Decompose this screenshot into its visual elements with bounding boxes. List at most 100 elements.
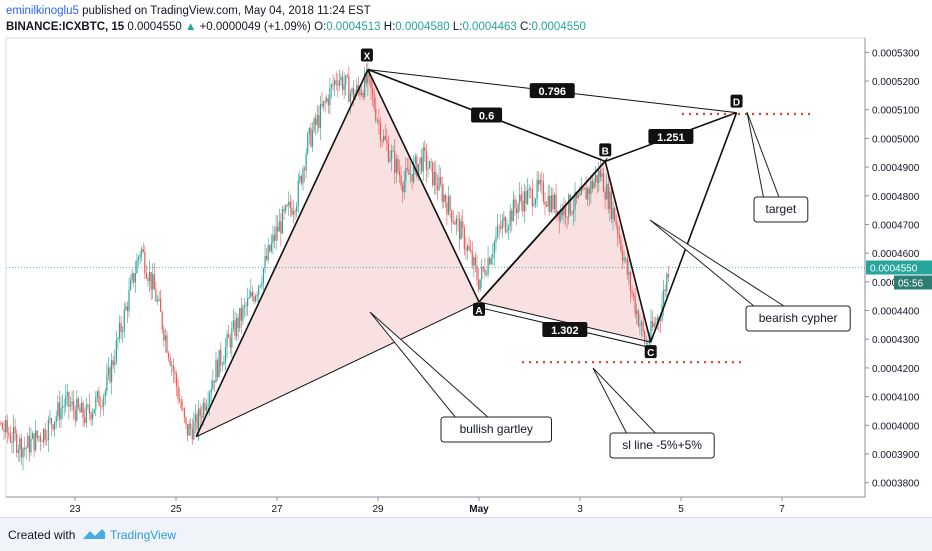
candle-body (485, 274, 488, 276)
x-tick-label: May (469, 504, 489, 515)
candle-body (93, 409, 95, 414)
candle-body (54, 421, 56, 430)
candle-body (47, 420, 49, 441)
leg-xa (367, 69, 480, 303)
last-price-tag-text: 0.0004550 (870, 264, 918, 275)
candle-body (156, 300, 159, 302)
candle-body (292, 211, 295, 215)
candle-body (98, 391, 100, 406)
candle-body (560, 209, 562, 221)
candle-body (300, 175, 303, 184)
candle-body (340, 76, 342, 81)
candle-body (315, 118, 317, 125)
candle-body (389, 159, 391, 162)
candle-body (454, 222, 456, 225)
candle-body (160, 298, 162, 312)
candle-body (653, 323, 655, 328)
candle-body (288, 201, 290, 206)
ratio-label: 1.251 (657, 132, 685, 144)
candle-body (555, 194, 557, 215)
candle-body (359, 89, 361, 96)
candle-body (198, 408, 200, 430)
candle-body (25, 447, 27, 450)
candle-body (80, 402, 83, 413)
candle-body (492, 254, 494, 259)
candle-body (527, 190, 529, 204)
tradingview-brand-link[interactable]: TradingView (110, 528, 177, 542)
candle-body (77, 398, 79, 408)
candle-body (259, 285, 261, 287)
candle-body (441, 184, 443, 202)
point-label-x: X (364, 52, 371, 63)
candle-body (496, 226, 499, 237)
candle-body (595, 175, 597, 182)
candle-body (411, 174, 413, 182)
candle-body (0, 422, 2, 424)
candle-body (65, 395, 67, 406)
candle-body (316, 115, 318, 125)
candle-body (384, 135, 386, 140)
chart-header: eminilkinoglu5 published on TradingView.… (6, 3, 586, 35)
candle-body (201, 416, 203, 418)
candle-body (107, 367, 110, 376)
publish-line: eminilkinoglu5 published on TradingView.… (6, 3, 586, 19)
candle-body (303, 168, 306, 171)
candle-body (506, 229, 508, 232)
point-label-d: D (733, 98, 740, 109)
x-tick-label: 29 (372, 504, 384, 515)
x-tick-label: 7 (779, 504, 785, 515)
leg-ab (478, 160, 606, 303)
candle-body (19, 438, 21, 450)
candle-body (209, 393, 211, 404)
ratio-label: 1.302 (551, 325, 579, 337)
candle-body (128, 289, 130, 312)
candle-body (6, 419, 8, 433)
candle-body (273, 234, 276, 241)
candle-body (42, 428, 45, 443)
author-link[interactable]: eminilkinoglu5 (6, 5, 79, 17)
candle-body (476, 265, 478, 280)
candle-body (651, 320, 654, 328)
candle-body (561, 209, 563, 216)
candle-body (90, 413, 92, 420)
candle-body (1, 423, 4, 430)
candle-body (501, 220, 503, 229)
candle-body (286, 205, 288, 207)
candle-body (644, 331, 646, 344)
candle-body (235, 317, 238, 337)
candle-body (261, 283, 263, 286)
candle-body (104, 391, 106, 397)
candle-body (637, 310, 639, 326)
ratio-label-bg (648, 128, 694, 144)
candle-body (571, 213, 573, 215)
candle-body (493, 242, 495, 255)
candle-body (509, 210, 511, 227)
candle-body (487, 258, 489, 275)
change-value: +0.0000049 (+1.09%) (199, 21, 311, 33)
candle-body (278, 221, 280, 232)
candle-body (310, 128, 312, 147)
candle-body (280, 221, 282, 234)
candle-body (332, 84, 334, 86)
candle-body (395, 158, 397, 174)
y-tick-label: 0.0003900 (872, 450, 920, 461)
high-value: 0.0004580 (395, 21, 450, 33)
candle-body (49, 418, 51, 421)
candle-body (489, 258, 491, 265)
candle-body (413, 162, 415, 182)
callout-sl-line-box (609, 432, 715, 459)
gartley-triangle-xa (196, 69, 479, 437)
candle-body (428, 161, 431, 169)
symbol-label[interactable]: BINANCE:ICXBTC, 15 (6, 21, 125, 33)
candle-body (612, 207, 614, 219)
candle-body (348, 76, 350, 103)
x-tick-label: 3 (577, 504, 583, 515)
candle-body (550, 195, 552, 212)
candle-body (254, 296, 257, 302)
candle-body (196, 414, 198, 430)
price-chart[interactable]: 0.0005300 0.0005200 0.0005100 0.0005000 0.00… (0, 0, 932, 517)
candle-body (50, 418, 53, 425)
candle-body (585, 188, 587, 200)
candle-body (525, 191, 527, 204)
candle-body (557, 210, 559, 215)
